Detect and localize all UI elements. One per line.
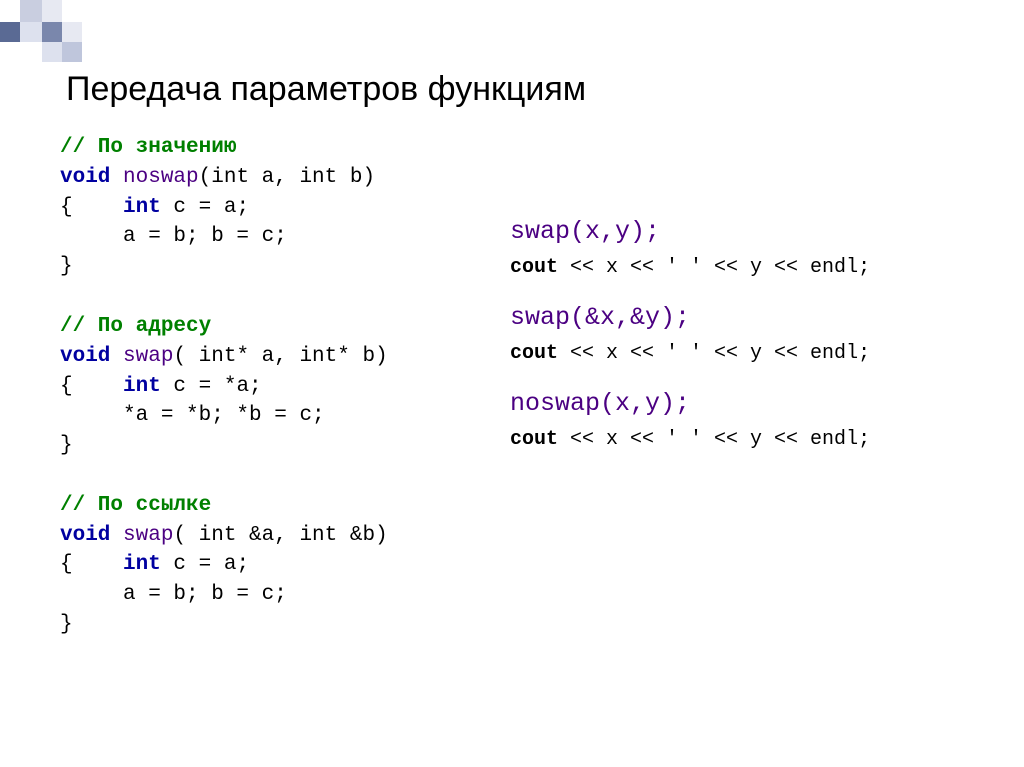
call-swap-ref: swap(x,y);	[510, 217, 974, 246]
comment-by-ref: // По ссылке	[60, 494, 211, 517]
right-block-2: swap(&x,&y); cout << x << ' ' << y << en…	[510, 303, 974, 365]
b2-l1-rest: c = *a;	[161, 375, 262, 398]
comment-by-value: // По значению	[60, 136, 236, 159]
kw-void-2: void	[60, 345, 110, 368]
right-block-1: swap(x,y); cout << x << ' ' << y << endl…	[510, 217, 974, 279]
b3-l1-rest: c = a;	[161, 553, 249, 576]
call-swap-ptr: swap(&x,&y);	[510, 303, 974, 332]
sig2-rest: ( int* a, int* b)	[173, 345, 387, 368]
right-column: swap(x,y); cout << x << ' ' << y << endl…	[510, 133, 974, 640]
b1-l1-open: {	[60, 196, 123, 219]
kw-void-1: void	[60, 166, 110, 189]
fn-noswap: noswap	[110, 166, 198, 189]
cout-rest-1: << x << ' ' << y << endl;	[558, 256, 870, 279]
code-block-by-value: // По значению void noswap(int a, int b)…	[60, 133, 490, 640]
b3-l1-open: {	[60, 553, 123, 576]
cout-rest-2: << x << ' ' << y << endl;	[558, 342, 870, 365]
fn-swap-ref: swap	[110, 524, 173, 547]
sig1-rest: (int a, int b)	[199, 166, 375, 189]
slide-title: Передача параметров функциям	[66, 70, 974, 109]
cout-line-1: cout << x << ' ' << y << endl;	[510, 256, 974, 279]
b2-l2: *a = *b; *b = c;	[60, 404, 325, 427]
b3-l3: }	[60, 613, 73, 636]
call-noswap: noswap(x,y);	[510, 389, 974, 418]
fn-swap-ptr: swap	[110, 345, 173, 368]
b1-l1-rest: c = a;	[161, 196, 249, 219]
cout-kw-3: cout	[510, 428, 558, 451]
cout-kw-1: cout	[510, 256, 558, 279]
b1-l2: a = b; b = c;	[60, 225, 287, 248]
kw-int-2: int	[123, 375, 161, 398]
right-block-3: noswap(x,y); cout << x << ' ' << y << en…	[510, 389, 974, 451]
cout-rest-3: << x << ' ' << y << endl;	[558, 428, 870, 451]
kw-int-1: int	[123, 196, 161, 219]
sig3-rest: ( int &a, int &b)	[173, 524, 387, 547]
b2-l1-open: {	[60, 375, 123, 398]
left-column: // По значению void noswap(int a, int b)…	[60, 133, 490, 640]
cout-line-3: cout << x << ' ' << y << endl;	[510, 428, 974, 451]
cout-line-2: cout << x << ' ' << y << endl;	[510, 342, 974, 365]
kw-int-3: int	[123, 553, 161, 576]
b3-l2: a = b; b = c;	[60, 583, 287, 606]
b2-l3: }	[60, 434, 73, 457]
kw-void-3: void	[60, 524, 110, 547]
slide-content: Передача параметров функциям // По значе…	[0, 0, 1024, 767]
cout-kw-2: cout	[510, 342, 558, 365]
b1-l3: }	[60, 255, 73, 278]
content-row: // По значению void noswap(int a, int b)…	[60, 133, 974, 640]
comment-by-addr: // По адресу	[60, 315, 211, 338]
